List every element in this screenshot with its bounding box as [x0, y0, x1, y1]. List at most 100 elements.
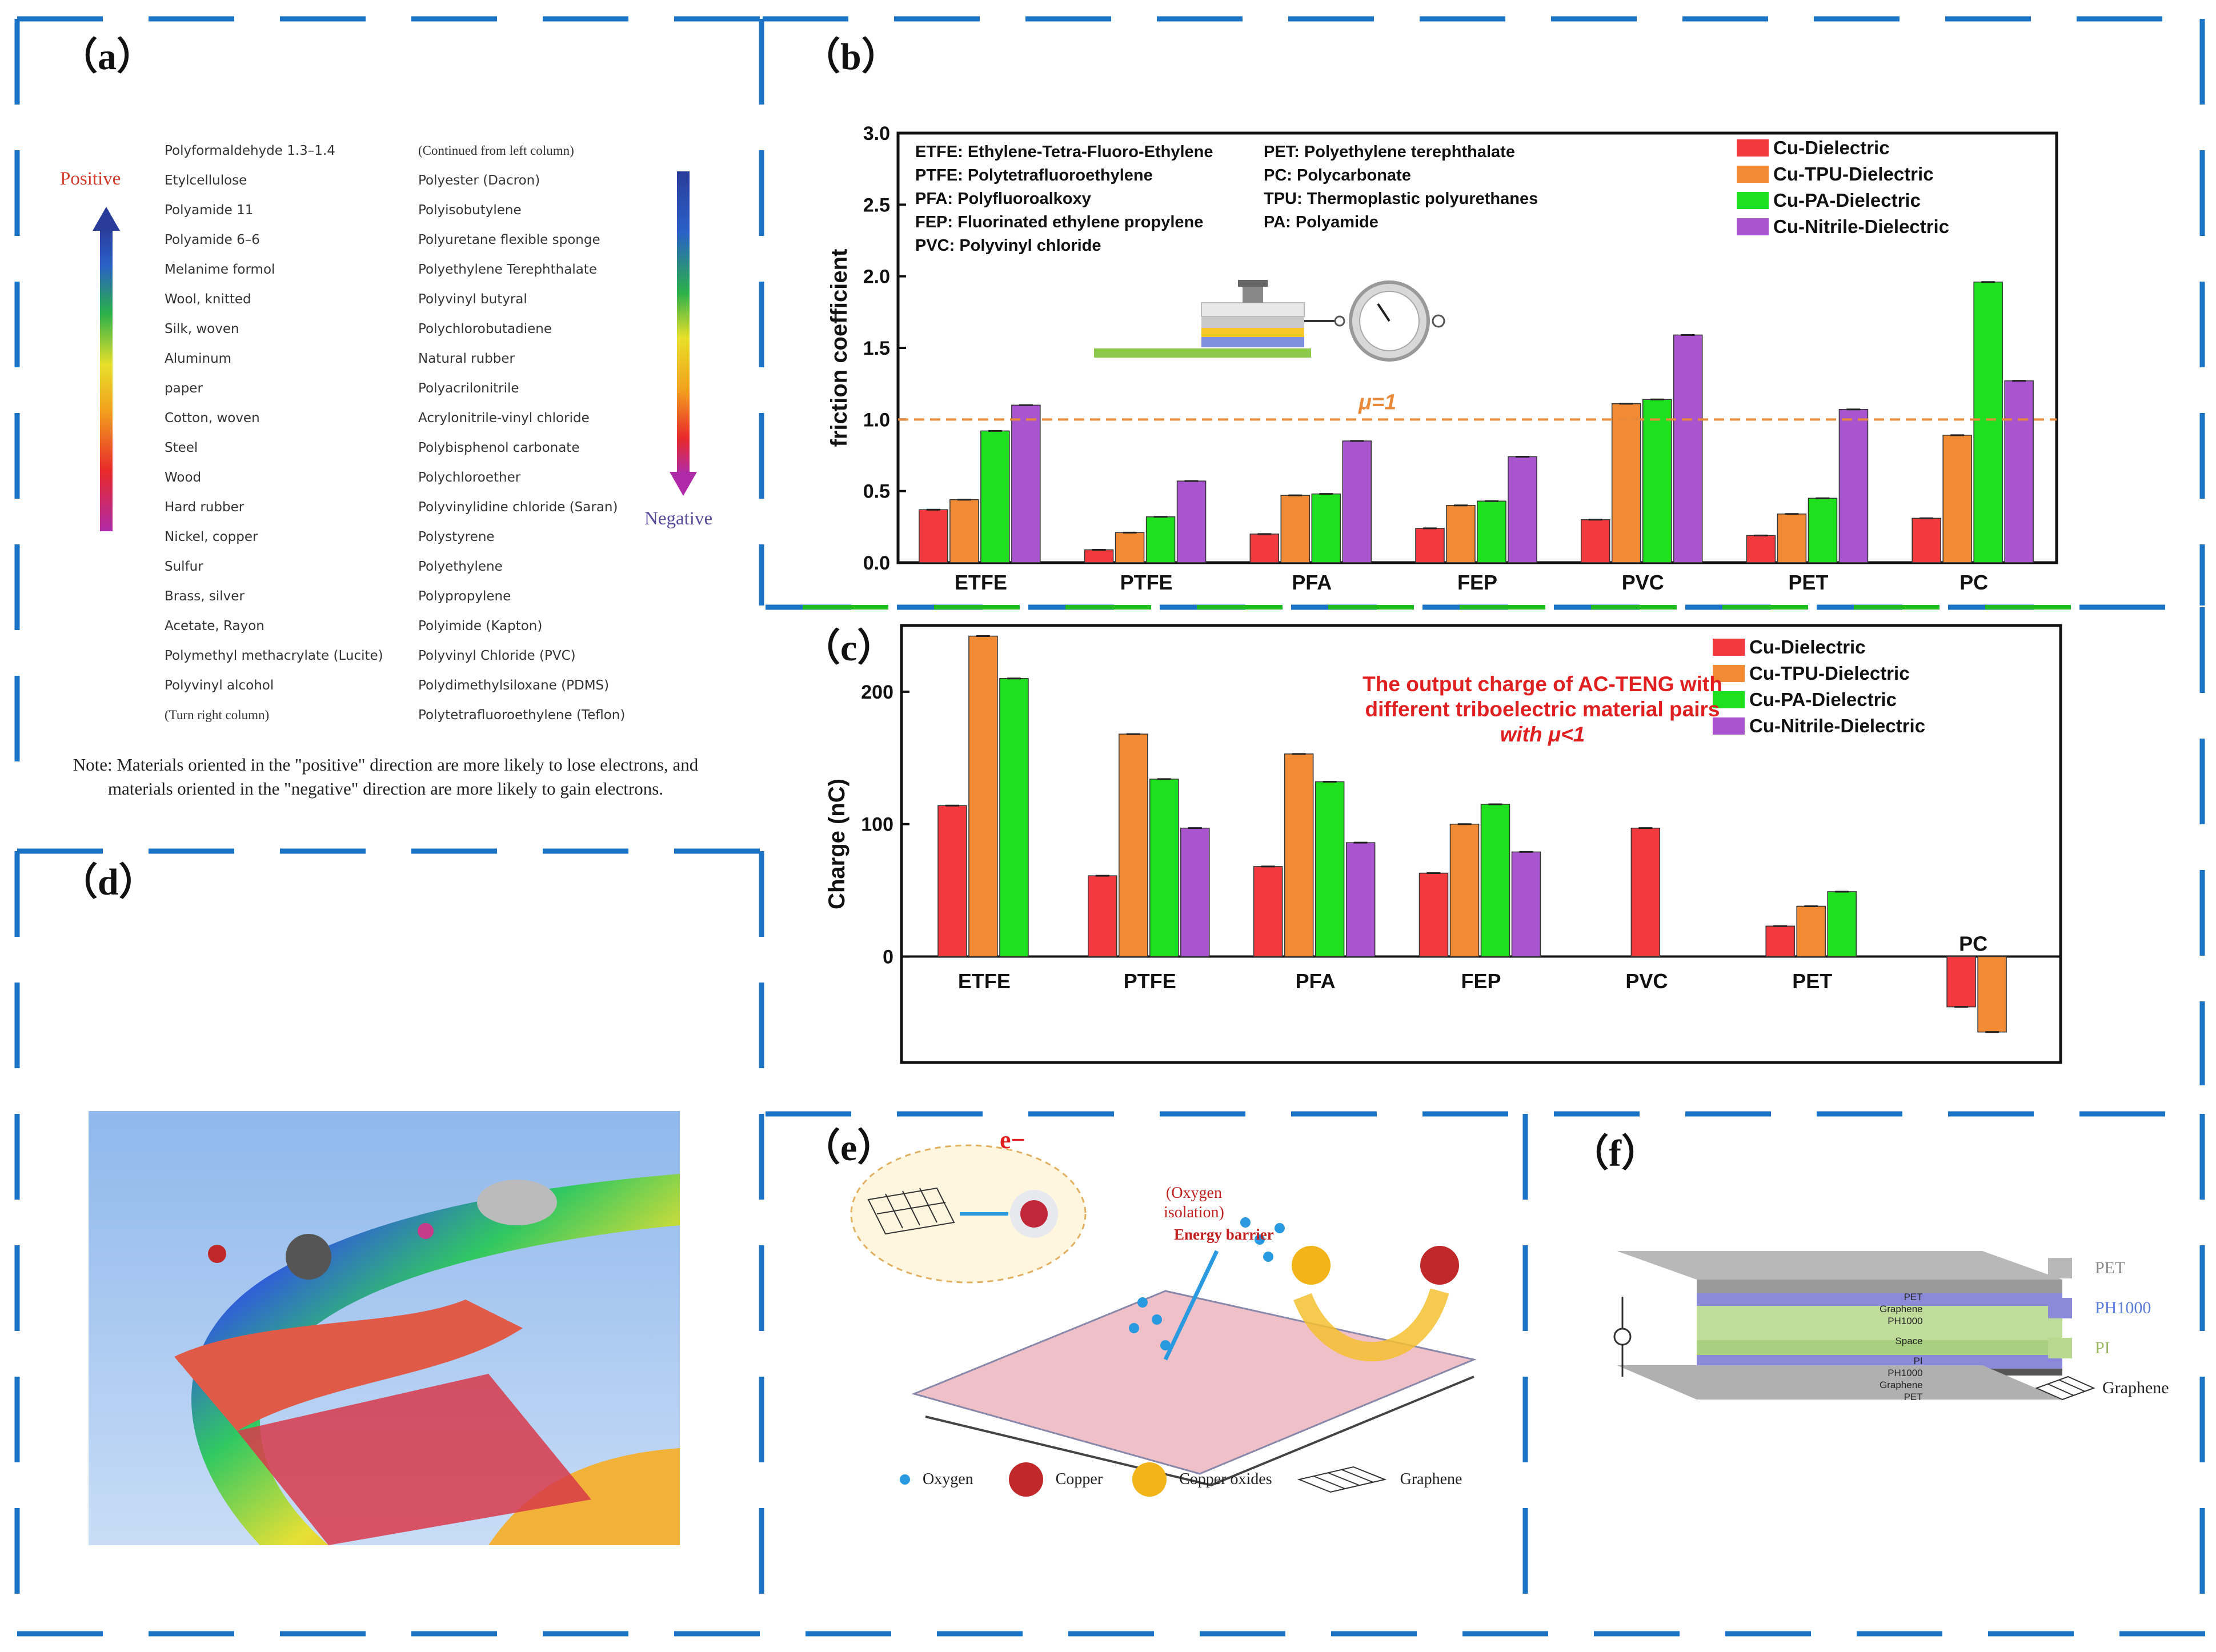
- legend-copper: Copper: [1055, 1470, 1103, 1488]
- bar-etfe-cu-dielectric: [937, 805, 967, 957]
- list-item: Polyester (Dacron): [418, 173, 540, 188]
- ph1000-swatch: [2048, 1298, 2072, 1318]
- abbr-item: PA: Polyamide: [1264, 213, 1379, 231]
- abbr-item: PET: Polyethylene terephthalate: [1264, 143, 1515, 161]
- legend-label: Cu-TPU-Dielectric: [1749, 663, 1910, 684]
- bar-fep-cu-dielectric: [1418, 872, 1449, 957]
- bar-pvc-cu-dielectric: [1630, 827, 1661, 957]
- bar-pet-cu-pa-dielectric: [1808, 498, 1838, 563]
- legend-pi: PI: [2095, 1338, 2110, 1357]
- space-layer: [1697, 1306, 2062, 1340]
- legend-graphene-f: Graphene: [2102, 1378, 2169, 1397]
- list-item: Polyacrilonitrile: [418, 381, 519, 396]
- bar-ptfe-cu-tpu-dielectric: [1119, 733, 1148, 957]
- note-text: Note: Materials oriented in the "positiv…: [23, 753, 748, 801]
- gauge-needle: [1377, 303, 1390, 322]
- y-tick-label: 0: [883, 947, 893, 968]
- substrate-bar: [1094, 348, 1311, 358]
- list-item: Polystyrene: [418, 530, 495, 544]
- legend-item: Cu-Nitrile-Dielectric: [1737, 214, 1949, 240]
- layer-label: Space: [1895, 1336, 1923, 1346]
- list-item: Brass, silver: [165, 589, 245, 604]
- left-column-list: Polyformaldehyde 1.3–1.4 Etylcellulose P…: [165, 136, 383, 730]
- layer-label: Graphene: [1880, 1304, 1923, 1314]
- bar-pvc-cu-tpu-dielectric: [1611, 403, 1641, 563]
- gauge-hook: [1432, 314, 1445, 328]
- annotation-line-3: with μ<1: [1500, 723, 1585, 746]
- plot-frame: [900, 624, 2062, 1064]
- list-item: Polyvinyl butyral: [418, 292, 527, 307]
- panel-label-c: （c）: [803, 627, 895, 669]
- pet-top-edge: [1697, 1280, 2062, 1293]
- list-item: Polyuretane flexible sponge: [418, 232, 600, 247]
- list-item: Polychlorobutadiene: [418, 322, 552, 336]
- x-tick-label: PTFE: [1120, 571, 1173, 594]
- panel-label-d: （d）: [60, 861, 157, 903]
- list-item: Polybisphenol carbonate: [418, 440, 580, 455]
- red-sheet: [174, 1300, 523, 1431]
- list-item: Acrylonitrile-vinyl chloride: [418, 411, 590, 426]
- friction-coefficient-chart: 0.0 0.5 1.0 1.5 2.0 2.5 3.0 friction coefficien…: [803, 123, 2079, 610]
- legend-swatch: [1713, 691, 1745, 708]
- bar-pet-cu-pa-dielectric: [1827, 891, 1857, 957]
- mu-label: μ=1: [1358, 390, 1396, 414]
- y-axis-label: Charge (nC): [824, 779, 849, 909]
- bar-etfe-cu-dielectric: [919, 509, 948, 563]
- device-surface: [237, 1374, 591, 1545]
- bar-ptfe-cu-pa-dielectric: [1149, 779, 1179, 957]
- panel-e-legend: Oxygen Copper Copper oxides Graphene: [900, 1462, 1462, 1497]
- bar-pc-cu-dielectric: [1946, 956, 1976, 1008]
- list-item: Sulfur: [165, 559, 203, 574]
- chart-c-annotation: The output charge of AC-TENG with differ…: [1240, 672, 1845, 747]
- legend-swatch: [1713, 717, 1745, 735]
- dielectric-layer: [1201, 337, 1304, 347]
- layer-label: Graphene: [1880, 1380, 1923, 1390]
- bar-etfe-cu-tpu-dielectric: [949, 499, 979, 563]
- legend-label: Cu-Dielectric: [1773, 137, 1890, 158]
- bar-pc-cu-pa-dielectric: [1973, 281, 2003, 563]
- x-tick-label: ETFE: [955, 571, 1007, 594]
- legend-item: Cu-PA-Dielectric: [1737, 187, 1949, 214]
- copper-swatch: [1008, 1462, 1043, 1497]
- bar-fep-cu-pa-dielectric: [1480, 804, 1510, 957]
- legend-pet: PET: [2095, 1258, 2126, 1277]
- list-item: Polychloroether: [418, 470, 521, 485]
- x-tick-label: FEP: [1461, 969, 1501, 993]
- abbreviation-list-left: ETFE: Ethylene-Tetra-Fluoro-Ethylene PTF…: [915, 141, 1213, 258]
- panel-f-layer-labels: PET Graphene PH1000 Space PI PH1000 Grap…: [1880, 1291, 1923, 1403]
- legend-label: Cu-TPU-Dielectric: [1773, 163, 1934, 185]
- oxygen-swatch: [900, 1474, 910, 1485]
- list-item: Nickel, copper: [165, 530, 258, 544]
- pet-swatch: [2048, 1258, 2072, 1278]
- bar-ptfe-cu-nitrile-dielectric: [1176, 480, 1207, 563]
- x-tick-label: PC: [1959, 932, 1987, 956]
- legend-swatch: [1737, 166, 1769, 183]
- bar-ptfe-cu-dielectric: [1088, 875, 1117, 957]
- list-item: paper: [165, 381, 203, 396]
- bar-pfa-cu-tpu-dielectric: [1280, 495, 1311, 563]
- list-item: Acetate, Rayon: [165, 619, 265, 633]
- x-tick-label: PFA: [1296, 969, 1336, 993]
- x-tick-label: ETFE: [958, 969, 1011, 993]
- x-tick-label: FEP: [1457, 571, 1497, 594]
- x-tick-label: PET: [1792, 969, 1832, 993]
- y-tick-label: 1.0: [863, 409, 890, 431]
- list-item: Polytetrafluoroethylene (Teflon): [418, 708, 626, 723]
- legend-swatch: [1713, 665, 1745, 682]
- list-item: Aluminum: [165, 351, 232, 366]
- bar-ptfe-cu-pa-dielectric: [1145, 516, 1176, 563]
- meter-icon: [1613, 1328, 1632, 1346]
- hook: [1334, 315, 1345, 327]
- bar-ptfe-cu-nitrile-dielectric: [1180, 827, 1210, 957]
- bar-etfe-cu-tpu-dielectric: [968, 635, 998, 957]
- x-tick-label: PVC: [1625, 969, 1668, 993]
- abbr-item: PFA: Polyfluoroalkoxy: [915, 190, 1091, 208]
- electron-label: e−: [1000, 1126, 1025, 1154]
- layer-label: PET: [1904, 1392, 1923, 1402]
- bar-pet-cu-nitrile-dielectric: [1838, 409, 1869, 563]
- legend-item: Cu-TPU-Dielectric: [1737, 161, 1949, 187]
- bar-pet-cu-tpu-dielectric: [1796, 905, 1826, 957]
- legend-item: Cu-Dielectric: [1737, 135, 1949, 161]
- panel-f-device-stack: [1613, 1251, 2062, 1400]
